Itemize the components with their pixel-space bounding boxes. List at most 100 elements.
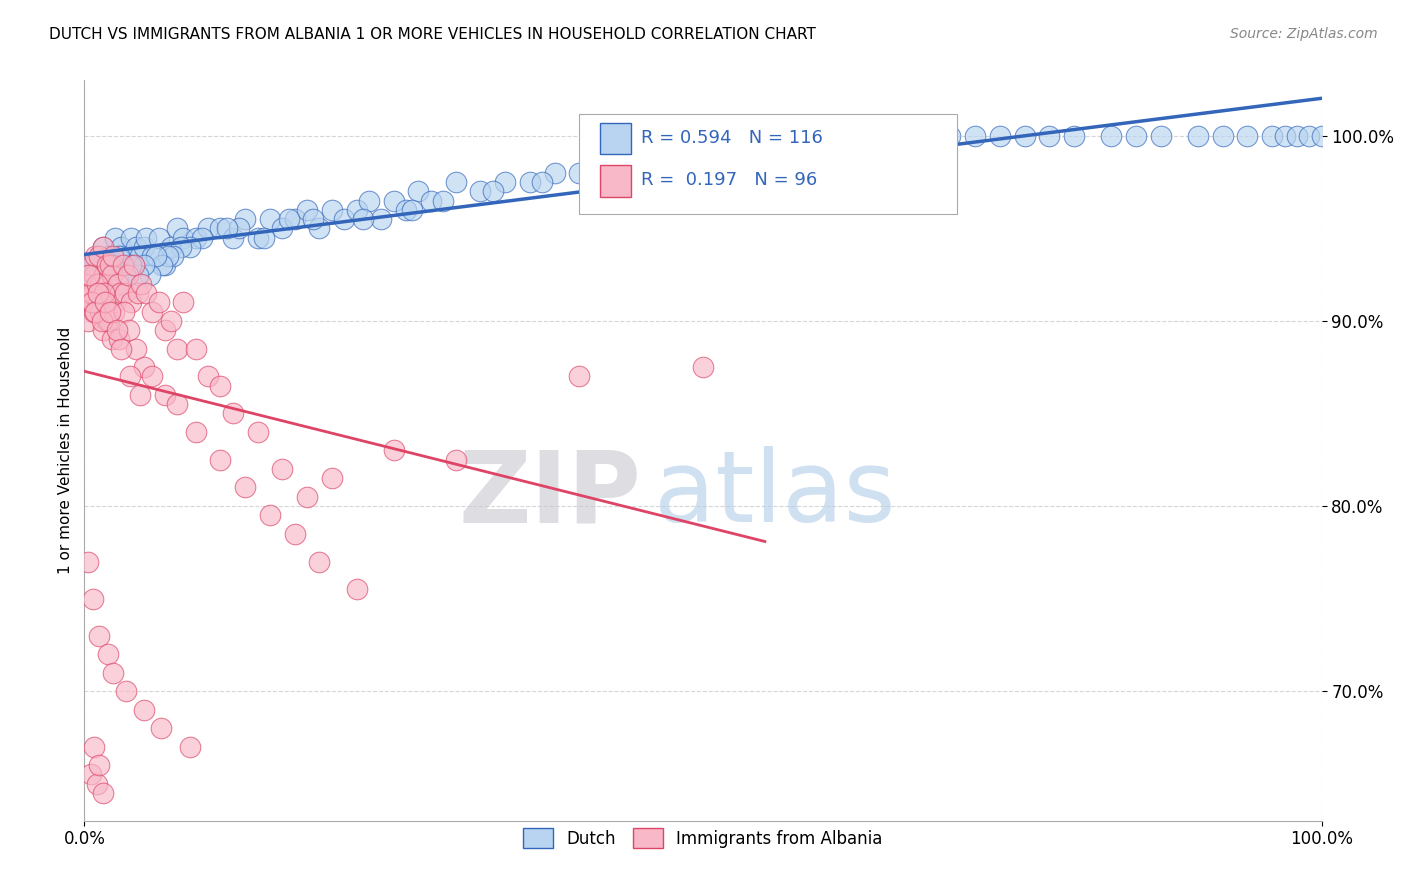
Point: [284, 212, 307, 227]
Point: [519, 175, 541, 189]
Point: [1150, 128, 1173, 143]
Text: R = 0.594   N = 116: R = 0.594 N = 116: [641, 129, 823, 147]
Point: [408, 185, 430, 199]
Point: [89, 758, 111, 772]
Point: [117, 249, 139, 263]
Point: [617, 156, 640, 170]
Point: [115, 684, 138, 698]
Point: [77, 259, 100, 273]
Point: [197, 221, 219, 235]
Point: [89, 304, 111, 318]
Point: [184, 342, 207, 356]
Point: [127, 286, 149, 301]
Point: [100, 268, 122, 282]
Point: [80, 268, 103, 282]
Point: [295, 490, 318, 504]
Point: [117, 268, 139, 282]
Point: [80, 259, 103, 273]
Point: [96, 259, 118, 273]
Point: [96, 277, 118, 291]
Point: [153, 259, 176, 273]
Point: [94, 295, 117, 310]
Point: [172, 295, 194, 310]
Point: [1236, 128, 1258, 143]
Point: [259, 508, 281, 523]
Point: [346, 582, 368, 597]
Point: [129, 249, 152, 263]
Point: [139, 268, 162, 282]
Point: [1212, 128, 1234, 143]
Point: [395, 202, 418, 217]
Point: [172, 230, 194, 244]
Point: [104, 230, 127, 244]
Point: [692, 147, 714, 161]
Point: [197, 369, 219, 384]
Point: [1310, 128, 1333, 143]
Point: [259, 212, 281, 227]
Point: [1099, 128, 1122, 143]
Point: [153, 388, 176, 402]
Point: [160, 240, 183, 254]
Point: [87, 286, 110, 301]
Point: [481, 185, 503, 199]
Point: [120, 259, 142, 273]
Point: [370, 212, 392, 227]
Point: [308, 555, 330, 569]
Point: [222, 407, 245, 421]
Point: [605, 166, 627, 180]
Point: [277, 212, 299, 227]
Point: [271, 462, 294, 476]
Point: [97, 277, 120, 291]
Point: [79, 268, 101, 282]
Point: [90, 314, 112, 328]
Point: [470, 185, 492, 199]
Point: [84, 259, 107, 273]
Point: [129, 388, 152, 402]
Point: [166, 221, 188, 235]
Point: [271, 221, 294, 235]
Point: [83, 739, 105, 754]
Text: Source: ZipAtlas.com: Source: ZipAtlas.com: [1230, 27, 1378, 41]
Point: [160, 314, 183, 328]
Point: [98, 314, 121, 328]
Point: [101, 665, 124, 680]
Y-axis label: 1 or more Vehicles in Household: 1 or more Vehicles in Household: [58, 326, 73, 574]
Point: [209, 378, 232, 392]
Point: [141, 304, 163, 318]
Point: [120, 369, 142, 384]
Point: [179, 739, 201, 754]
Bar: [600, 123, 631, 154]
Point: [284, 526, 307, 541]
Point: [120, 295, 142, 310]
Point: [98, 286, 121, 301]
Point: [150, 721, 173, 735]
Point: [166, 397, 188, 411]
Point: [93, 286, 115, 301]
Point: [253, 230, 276, 244]
Point: [101, 259, 124, 273]
Point: [754, 138, 776, 153]
Point: [90, 286, 112, 301]
Point: [79, 268, 101, 282]
Point: [79, 277, 101, 291]
Point: [91, 786, 114, 800]
Point: [91, 240, 114, 254]
Point: [382, 443, 405, 458]
Point: [98, 249, 121, 263]
Point: [125, 240, 148, 254]
Point: [162, 249, 184, 263]
Point: [246, 425, 269, 439]
Point: [1285, 128, 1308, 143]
Point: [76, 268, 98, 282]
Point: [643, 156, 665, 170]
Point: [77, 314, 100, 328]
Point: [321, 471, 343, 485]
Point: [166, 342, 188, 356]
Point: [112, 259, 135, 273]
Point: [108, 249, 131, 263]
Point: [228, 221, 250, 235]
Point: [135, 230, 157, 244]
Point: [89, 277, 111, 291]
Point: [107, 277, 129, 291]
Point: [114, 268, 136, 282]
